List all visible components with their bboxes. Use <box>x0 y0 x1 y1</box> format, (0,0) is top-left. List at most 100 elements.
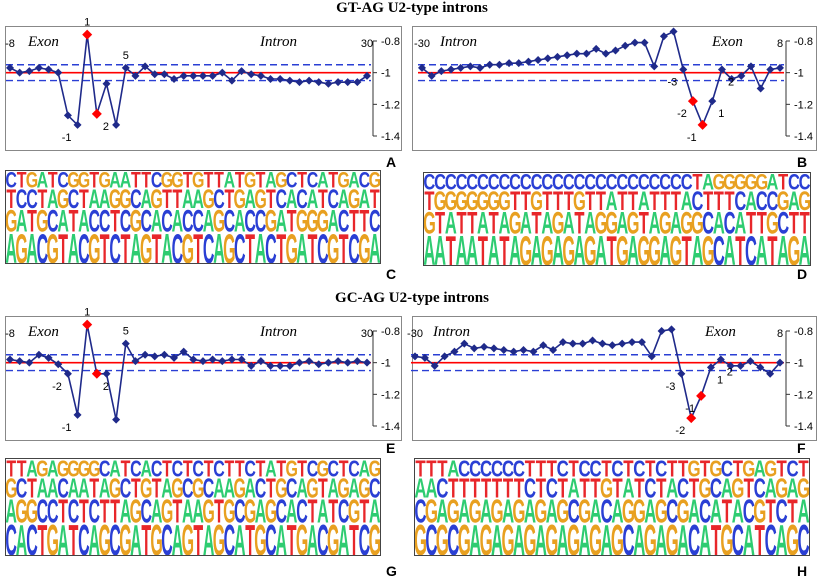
logo-letter: C <box>509 173 521 195</box>
logo-letter: A <box>666 472 678 504</box>
logo-letter: G <box>541 227 554 265</box>
data-point <box>34 350 43 359</box>
logo-letter: T <box>141 515 151 555</box>
logo-letter: C <box>425 515 437 555</box>
logo-letter: C <box>57 171 69 193</box>
logo-letter: A <box>192 492 204 530</box>
logo-letter: A <box>140 459 152 482</box>
logo-letter: A <box>531 227 543 265</box>
data-point <box>553 52 562 61</box>
logo-letter: G <box>709 459 722 482</box>
logo-letter: G <box>424 206 436 241</box>
logo-letter: G <box>317 204 329 239</box>
logo-letter: G <box>57 459 69 482</box>
logo-letter: C <box>265 225 277 263</box>
data-point <box>529 347 538 356</box>
logo-letter: A <box>203 204 215 239</box>
data-point <box>637 338 646 347</box>
data-point <box>218 357 227 366</box>
logo-letter: T <box>339 459 349 482</box>
logo-letter: C <box>213 183 225 213</box>
logo-letter: A <box>57 515 69 555</box>
logo-letter: T <box>725 186 735 216</box>
logo-letter: T <box>489 206 499 241</box>
y-tick-label: -1.4 <box>794 131 813 143</box>
logo-letter: G <box>637 227 650 265</box>
logo-letter: C <box>317 225 329 263</box>
logo-letter: C <box>68 183 80 213</box>
logo-letter: A <box>627 227 639 265</box>
logo-letter: A <box>47 183 59 213</box>
point-label: 5 <box>123 50 129 62</box>
panel-frame <box>412 26 817 151</box>
logo-letter: A <box>415 472 427 504</box>
logo-letter: T <box>152 472 162 504</box>
logo-letter: T <box>193 515 203 555</box>
logo-letter: G <box>455 186 468 216</box>
point-label: -2 <box>677 108 687 120</box>
logo-letter: G <box>182 225 194 263</box>
data-point <box>198 71 207 80</box>
logo-letter: C <box>16 183 28 213</box>
logo-letter: A <box>574 227 586 265</box>
logo-letter: A <box>224 171 236 193</box>
logo-letter: T <box>671 186 681 216</box>
panel-letter-g: G <box>386 563 397 579</box>
logo-letter: A <box>541 206 553 241</box>
logo-letter: C <box>579 459 591 482</box>
logo-letter: G <box>285 225 297 263</box>
logo-letter: T <box>287 515 297 555</box>
logo-letter: A <box>649 206 661 241</box>
logo-letter: T <box>204 459 214 482</box>
logo-letter: A <box>638 186 650 216</box>
data-point <box>208 355 217 364</box>
logo-letter: T <box>437 459 448 482</box>
logo-letter: T <box>660 186 670 216</box>
logo-letter: A <box>213 225 225 263</box>
logo-letter: T <box>339 225 349 263</box>
data-point <box>353 357 362 366</box>
logo-letter: C <box>477 173 489 195</box>
logo-letter: G <box>777 186 790 216</box>
logo-letter: C <box>724 206 736 241</box>
logo-letter: A <box>244 472 256 504</box>
logo-letter: A <box>458 492 470 530</box>
logo-letter: G <box>731 472 744 504</box>
logo-letter: G <box>171 171 183 193</box>
logo-letter: C <box>172 459 184 482</box>
data-point <box>582 49 591 58</box>
data-point <box>112 120 121 129</box>
logo-letter: C <box>317 515 329 555</box>
logo-letter: T <box>27 204 37 239</box>
logo-letter: T <box>800 206 810 241</box>
logo-letter: T <box>328 492 338 530</box>
data-point <box>295 358 304 367</box>
logo-letter: T <box>152 225 162 263</box>
logo-letter: T <box>755 515 765 555</box>
logo-letter: C <box>743 492 755 530</box>
logo-letter: G <box>458 515 471 555</box>
logo-letter: A <box>611 492 623 530</box>
data-point <box>534 56 543 64</box>
logo-letter: A <box>670 206 682 241</box>
data-point <box>334 78 343 87</box>
region-label-right: Intron <box>259 34 297 50</box>
logo-letter: A <box>732 492 744 530</box>
logo-letter: C <box>182 472 194 504</box>
data-point <box>237 355 246 364</box>
data-point <box>420 353 429 362</box>
logo-letter: G <box>296 204 308 239</box>
logo-letter: C <box>787 459 799 482</box>
panel-frame <box>5 316 402 441</box>
logo-letter: G <box>223 492 235 530</box>
point-label: -8 <box>5 328 15 340</box>
logo-letter: T <box>735 227 745 265</box>
logo-letter: T <box>69 204 79 239</box>
logo-letter: G <box>775 472 788 504</box>
point-label: -8 <box>5 38 15 50</box>
chart-panel-e: -0.8 -1 -1.2 -1.4 -8 -2 -1 1 2 5 30 Exon Intron <box>5 307 402 441</box>
logo-letter: T <box>110 492 120 530</box>
logo-letter: A <box>286 183 298 213</box>
logo-letter: G <box>523 515 536 555</box>
